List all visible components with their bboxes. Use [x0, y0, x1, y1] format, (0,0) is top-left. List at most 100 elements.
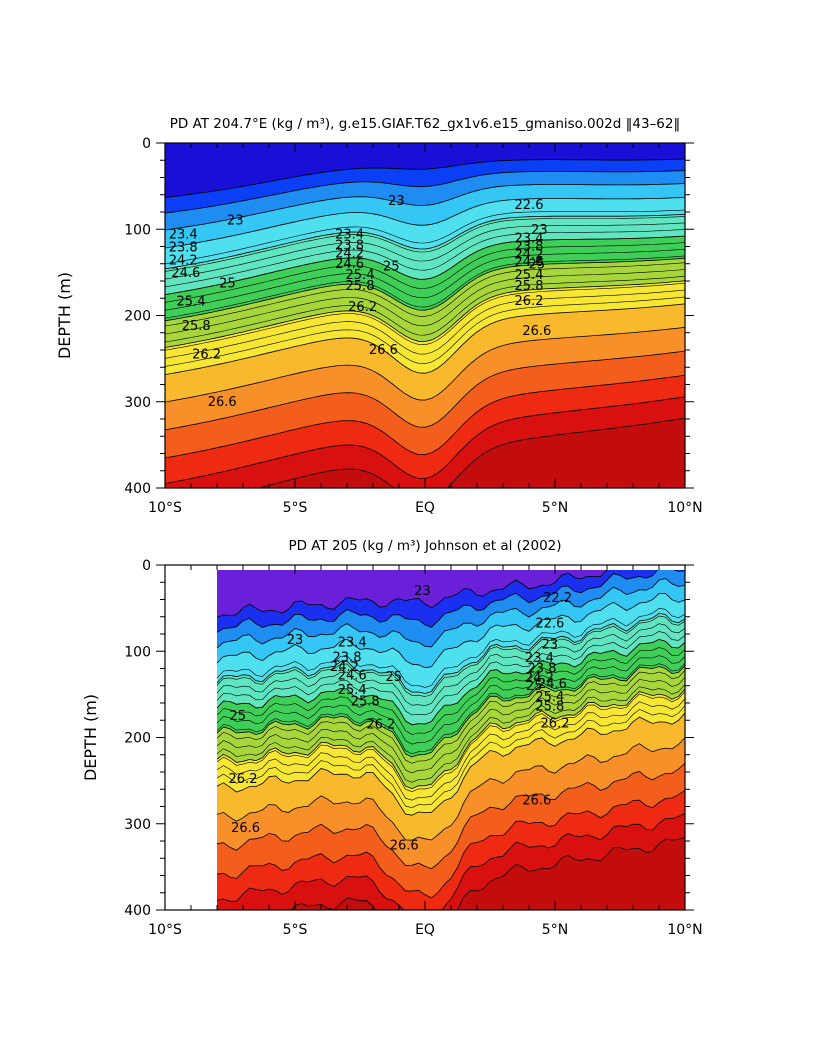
contour-line — [217, 593, 685, 669]
contour-line — [165, 269, 685, 335]
contour-line — [165, 213, 685, 270]
contour-label: 25 — [230, 709, 247, 724]
contour-label: 25.4 — [177, 295, 206, 310]
contour-line — [217, 615, 685, 697]
y-axis-label: DEPTH (m) — [81, 694, 100, 781]
contour-line — [165, 183, 685, 231]
contour-label: 25.8 — [351, 694, 380, 709]
contour-label: 25 — [526, 679, 543, 694]
x-tick-label: EQ — [415, 922, 435, 938]
contour-line — [165, 235, 685, 295]
contour-line — [256, 417, 685, 488]
contour-line — [165, 248, 685, 311]
x-tick-label: 5°S — [283, 500, 308, 516]
contour-line — [165, 396, 685, 484]
contour-label: 23.4 — [169, 227, 198, 242]
contour-label: 23 — [531, 223, 548, 238]
contour-label: 23.8 — [169, 240, 198, 255]
chart-title: PD AT 205 (kg / m³) Johnson et al (2002) — [288, 538, 561, 554]
contour-line — [165, 255, 685, 319]
contour-line — [217, 639, 685, 726]
contour-line — [165, 262, 685, 327]
contour-label: 25 — [219, 277, 236, 292]
contour-label: 26.6 — [231, 821, 260, 836]
contour-line — [217, 663, 685, 755]
panel-model-section: 2323.423.824.224.62525.425.826.226.62323… — [55, 116, 703, 516]
contour-label: 25 — [383, 259, 400, 274]
contour-line — [217, 688, 685, 790]
contour-label: 25.4 — [535, 690, 564, 705]
contour-label: 23.8 — [335, 239, 364, 254]
contour-label: 26.6 — [522, 793, 551, 808]
contour-label: 23.4 — [338, 636, 367, 651]
contour-line — [217, 608, 685, 688]
contour-line — [165, 280, 685, 348]
contour-label: 23 — [287, 633, 304, 648]
contour-line — [165, 326, 685, 403]
contour-label: 26.6 — [390, 838, 419, 853]
contour-label: 23.8 — [528, 662, 557, 677]
contour-line — [217, 631, 685, 716]
x-tick-label: 10°N — [667, 922, 702, 938]
density-band — [165, 143, 685, 198]
contour-label: 24.2 — [330, 660, 359, 675]
contour-label: 26.2 — [541, 717, 570, 732]
contour-line — [165, 282, 685, 351]
contour-label: 23.8 — [515, 240, 544, 255]
contour-label: 24.2 — [515, 247, 544, 262]
contour-label: 25 — [529, 258, 546, 273]
contour-line — [217, 691, 685, 793]
contour-line — [217, 698, 685, 801]
contour-label: 23.4 — [525, 651, 554, 666]
contour-label: 23.4 — [335, 227, 364, 242]
contour-line — [165, 229, 685, 288]
contour-line — [217, 570, 608, 618]
contour-label: 23 — [227, 214, 244, 229]
contour-label: 23 — [414, 584, 431, 599]
contour-label: 25.8 — [515, 279, 544, 294]
contour-line — [217, 612, 685, 694]
y-tick-label: 400 — [124, 903, 151, 919]
density-field — [165, 143, 685, 488]
contour-line — [165, 216, 685, 272]
contour-line — [217, 737, 685, 841]
contour-label: 25.4 — [346, 268, 375, 283]
contour-line — [165, 303, 685, 375]
contour-line — [165, 350, 685, 431]
density-field — [217, 570, 685, 910]
contour-label: 26.2 — [192, 347, 221, 362]
density-band — [217, 570, 607, 618]
contour-line — [165, 222, 685, 280]
x-tick-label: 5°N — [542, 922, 568, 938]
contour-label: 26.2 — [515, 294, 544, 309]
contour-line — [217, 712, 685, 816]
contour-label: 24.2 — [335, 246, 364, 261]
y-tick-label: 200 — [124, 309, 151, 325]
contour-line — [217, 677, 685, 774]
x-tick-label: 5°S — [283, 922, 308, 938]
contour-label: 22.6 — [535, 617, 564, 632]
contour-line — [217, 665, 685, 758]
y-tick-label: 100 — [124, 222, 151, 238]
contour-line — [165, 197, 685, 249]
contour-label: 22.6 — [515, 198, 544, 213]
contour-label: 24.6 — [171, 266, 200, 281]
contour-label: 22.2 — [543, 591, 572, 606]
contour-label: 25.4 — [338, 683, 367, 698]
contour-label: 26.2 — [366, 718, 395, 733]
contour-label: 25 — [386, 670, 403, 685]
contour-label: 24.2 — [525, 671, 554, 686]
contour-label: 25.8 — [535, 699, 564, 714]
contour-label: 26.2 — [348, 300, 377, 315]
chart-title: PD AT 204.7°E (kg / m³), g.e15.GIAF.T62_… — [170, 116, 680, 132]
contour-label: 23 — [542, 637, 559, 652]
contour-line — [165, 276, 685, 343]
contour-line — [217, 570, 685, 633]
contour-label: 26.6 — [522, 324, 551, 339]
contour-label: 24.6 — [515, 255, 544, 270]
contour-label: 23.8 — [333, 650, 362, 665]
contour-line — [217, 789, 685, 899]
contour-line — [217, 763, 685, 870]
